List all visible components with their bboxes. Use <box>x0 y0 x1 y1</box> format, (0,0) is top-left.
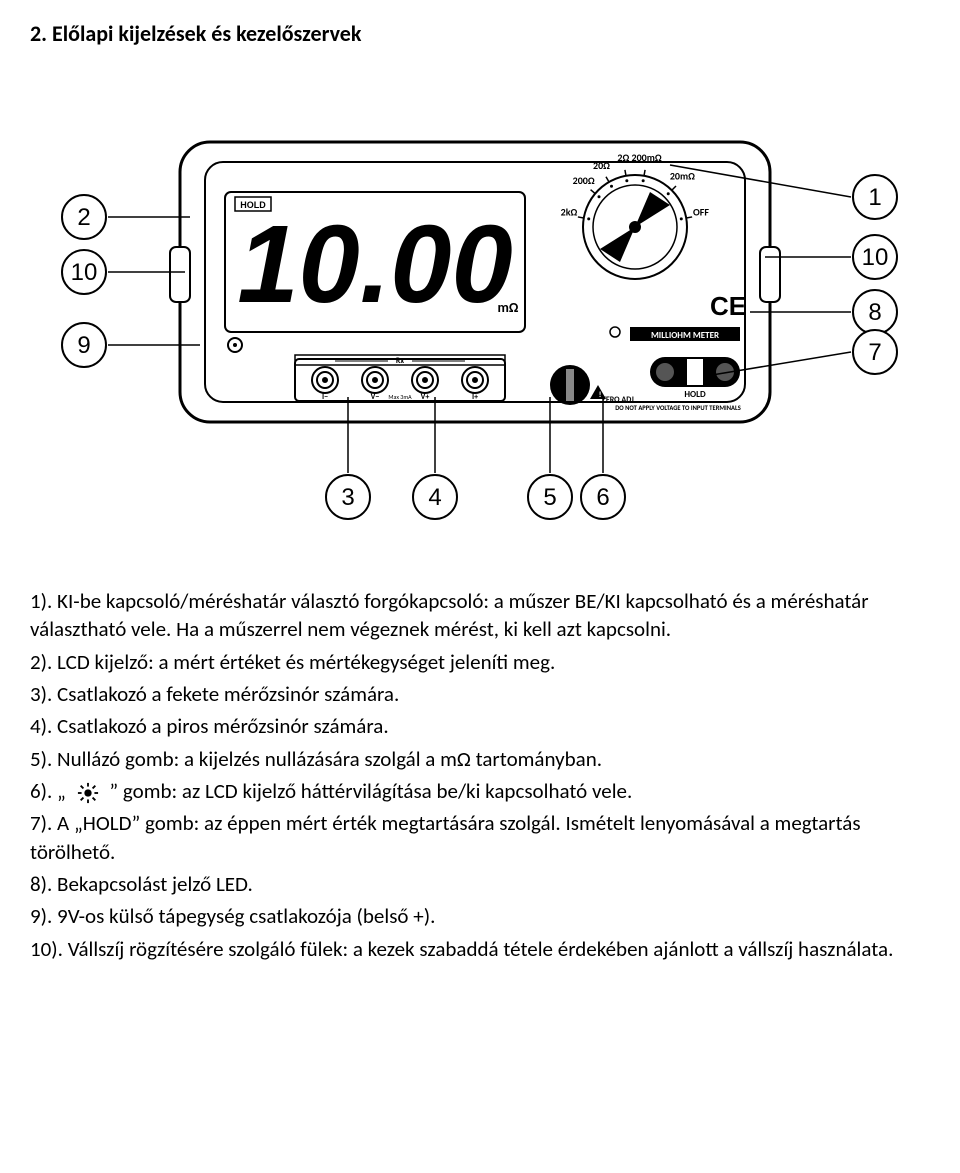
svg-text:20Ω: 20Ω <box>593 159 610 172</box>
svg-text:2kΩ: 2kΩ <box>561 205 578 218</box>
item-3: 3). Csatlakozó a fekete mérőzsinór számá… <box>30 680 930 708</box>
svg-text:V−: V− <box>371 392 380 402</box>
svg-text:10.00: 10.00 <box>237 203 512 326</box>
svg-text:I+: I+ <box>472 392 478 402</box>
svg-text:HOLD: HOLD <box>684 389 706 400</box>
item-9: 9). 9V-os külső tápegység csatlakozója (… <box>30 902 930 930</box>
item-6-pre: 6). „ <box>30 778 66 804</box>
item-6-post: ” gomb: az LCD kijelző háttérvilágítása … <box>109 778 632 804</box>
svg-text:Max 3mA: Max 3mA <box>388 393 412 401</box>
svg-text:V+: V+ <box>421 392 430 402</box>
svg-text:200mΩ: 200mΩ <box>632 151 662 164</box>
svg-text:4: 4 <box>428 484 441 511</box>
item-5: 5). Nullázó gomb: a kijelzés nullázására… <box>30 745 930 773</box>
svg-text:8: 8 <box>868 299 881 326</box>
svg-text:I−: I− <box>322 392 328 402</box>
section-title: 2. Előlapi kijelzések és kezelőszervek <box>30 20 930 47</box>
svg-text:1: 1 <box>868 184 881 211</box>
item-4: 4). Csatlakozó a piros mérőzsinór számár… <box>30 712 930 740</box>
backlight-icon <box>77 782 99 804</box>
svg-text:2Ω: 2Ω <box>617 151 629 164</box>
svg-text:200Ω: 200Ω <box>573 174 595 187</box>
description-list: 1). KI-be kapcsoló/méréshatár választó f… <box>30 587 930 963</box>
svg-text:6: 6 <box>596 484 609 511</box>
svg-text:CE: CE <box>710 291 746 321</box>
device-diagram: HOLD 10.00mΩ OFF 20mΩ 200mΩ2Ω 20Ω 200Ω 2kΩ CE MIL… <box>30 97 930 547</box>
item-10: 10). Vállszíj rögzítésére szolgáló fülek… <box>30 935 930 963</box>
svg-text:DO NOT APPLY VOLTAGE TO INPUT: DO NOT APPLY VOLTAGE TO INPUT TERMINALS <box>615 404 741 412</box>
svg-text:7: 7 <box>868 339 881 366</box>
svg-text:5: 5 <box>543 484 556 511</box>
svg-text:Rx: Rx <box>396 356 405 366</box>
svg-text:mΩ: mΩ <box>498 299 519 316</box>
item-7: 7). A „HOLD” gomb: az éppen mért érték m… <box>30 809 930 866</box>
svg-text:3: 3 <box>341 484 354 511</box>
svg-text:OFF: OFF <box>693 205 709 218</box>
item-1: 1). KI-be kapcsoló/méréshatár választó f… <box>30 587 930 644</box>
svg-text:!: ! <box>599 390 602 400</box>
svg-text:2: 2 <box>77 204 90 231</box>
item-2: 2). LCD kijelző: a mért értéket és mérté… <box>30 648 930 676</box>
svg-text:10: 10 <box>862 244 889 271</box>
item-6: 6). „ ” gomb: az LCD kijelző háttérvilág… <box>30 777 930 805</box>
svg-text:20mΩ: 20mΩ <box>670 170 695 183</box>
svg-text:10: 10 <box>71 259 98 286</box>
svg-text:9: 9 <box>77 332 90 359</box>
item-8: 8). Bekapcsolást jelző LED. <box>30 870 930 898</box>
svg-text:MILLIOHM METER: MILLIOHM METER <box>651 330 719 341</box>
